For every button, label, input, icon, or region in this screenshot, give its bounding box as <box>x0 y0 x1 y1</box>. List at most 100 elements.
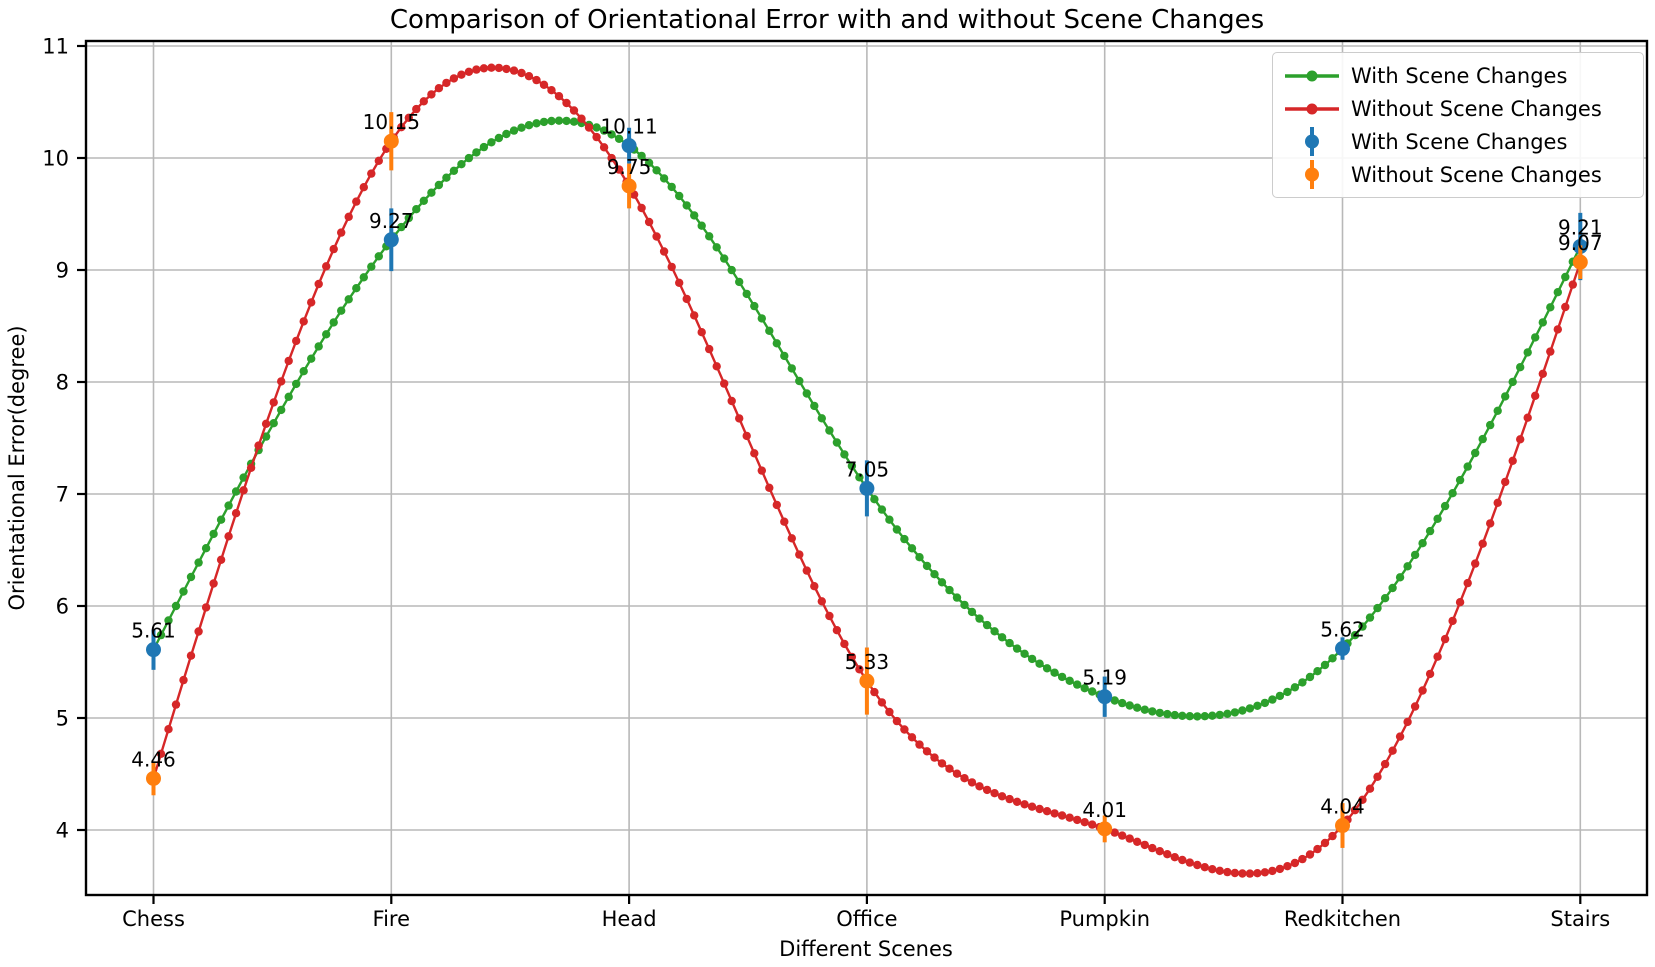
curve-dot <box>1163 709 1172 719</box>
curve-dot <box>1230 868 1240 878</box>
x-tick-label: Fire <box>373 907 410 931</box>
curve-dot <box>494 63 504 73</box>
curve-dot <box>194 627 203 636</box>
curve-dot <box>404 213 413 223</box>
curve-dot <box>367 262 376 271</box>
curve-dot <box>1546 347 1555 356</box>
curve-dot <box>997 633 1007 642</box>
curve-dot <box>194 558 203 567</box>
curve-dot <box>487 63 496 72</box>
curve-dot <box>277 377 286 386</box>
curve-dot <box>892 525 902 534</box>
curve-dot <box>329 318 338 327</box>
curve-dot <box>967 607 977 617</box>
curve-dot <box>652 232 661 241</box>
curve-dot <box>532 75 541 85</box>
curve-dot <box>171 601 181 611</box>
curve-dot <box>1215 710 1225 720</box>
curve-dot <box>675 278 684 287</box>
curve-dot <box>1440 634 1450 644</box>
curve-dot <box>900 725 909 734</box>
value-labels-layer: 5.61 9.27 10.11 7.05 5.19 5.62 9.21 4.46 10.15 9.… <box>131 110 1602 822</box>
curve-dot <box>239 486 248 495</box>
curve-dot <box>1057 811 1067 820</box>
curve-dot <box>1455 475 1465 485</box>
curve-dot <box>795 376 804 386</box>
curve-dot <box>224 501 233 510</box>
curve-dot <box>877 698 887 707</box>
curve-dot <box>1073 815 1082 825</box>
curve-dot <box>644 158 654 167</box>
curve-dot <box>1493 498 1502 507</box>
curve-dot <box>352 197 361 206</box>
curve-dot <box>1057 672 1067 682</box>
curve-dot <box>697 328 706 337</box>
curve-dot <box>614 134 624 143</box>
curve-dot <box>870 495 879 504</box>
axes-layer: 4 5 6 7 8 9 10 11 Chess Fire Head Office Pumpkin Redk… <box>42 35 1649 931</box>
curve-dot <box>404 113 413 123</box>
curve-dot <box>840 639 849 649</box>
curve-dot <box>637 203 646 213</box>
curve-dot <box>1012 644 1022 653</box>
curve-dot <box>209 579 218 588</box>
curve-dot <box>825 611 834 621</box>
curve-dot <box>952 769 962 778</box>
errorbar-with-dot-icon <box>1281 125 1343 158</box>
curve-dot <box>1088 820 1097 829</box>
value-label: 5.62 <box>1320 618 1365 642</box>
curve-dot <box>659 174 669 183</box>
curve-dot <box>1403 562 1412 571</box>
curve-dot <box>1463 578 1472 588</box>
curve-dot <box>1035 804 1044 814</box>
curve-dot <box>1148 707 1157 716</box>
y-tick-label: 9 <box>56 259 69 283</box>
curve-dot <box>1238 869 1247 878</box>
curve-dot <box>1410 702 1420 711</box>
curve-dot <box>412 205 421 214</box>
curve-dot <box>1448 489 1457 498</box>
curve-dot <box>1140 705 1150 714</box>
curve-dot <box>1365 784 1375 793</box>
curve-dot <box>322 262 331 271</box>
curve-dot <box>186 572 196 582</box>
marker-dot <box>621 178 637 194</box>
curve-dot <box>1170 710 1180 720</box>
curve-dot <box>171 700 181 709</box>
curve-dot <box>427 90 436 99</box>
y-tick-label: 6 <box>56 595 69 619</box>
curve-dot <box>1298 854 1307 864</box>
curve-dot <box>952 593 962 602</box>
curve-dot <box>787 534 796 543</box>
curve-dot <box>892 716 902 726</box>
curve-dot <box>216 515 226 524</box>
curve-dot <box>1538 318 1548 327</box>
curve-dot <box>179 675 188 685</box>
curve-dot <box>1275 864 1285 874</box>
value-label: 4.46 <box>131 747 176 771</box>
curve-dot <box>877 505 887 514</box>
curve-dot <box>922 561 932 571</box>
curve-dot <box>1125 834 1134 843</box>
curve-dot <box>1358 622 1367 631</box>
curve-dot <box>1418 686 1427 695</box>
legend-label: With Scene Changes <box>1351 63 1568 88</box>
curve-dot <box>156 749 166 758</box>
curve-dot <box>1328 831 1337 841</box>
curve-dot <box>1245 704 1255 713</box>
curve-dot <box>509 126 519 135</box>
curve-dot <box>945 585 954 595</box>
curve-dot <box>1155 708 1165 718</box>
curve-dot <box>419 97 428 106</box>
curve-dot <box>1042 664 1052 673</box>
curve-dot <box>1516 435 1525 444</box>
x-axis-label: Different Scenes <box>779 937 953 961</box>
curve-dot <box>284 356 293 366</box>
curve-dot <box>735 277 744 287</box>
marker-dot <box>1335 818 1350 834</box>
y-tick-label: 5 <box>56 707 69 731</box>
curve-dot <box>1433 652 1442 661</box>
curve-dot <box>1501 477 1510 487</box>
legend-label: With Scene Changes <box>1351 129 1568 154</box>
curve-dot <box>299 317 308 326</box>
